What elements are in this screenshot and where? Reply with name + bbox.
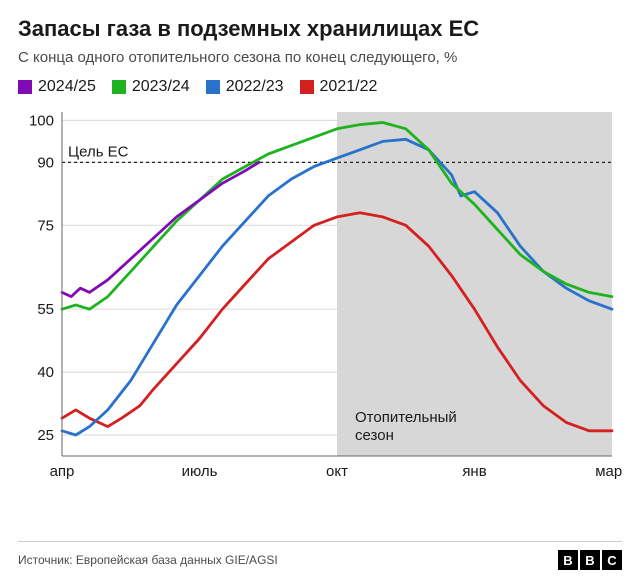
heating-season-band [337, 112, 612, 456]
y-axis-label: 75 [37, 217, 54, 234]
series-line-2024-25 [62, 162, 259, 296]
bbc-logo: BBC [558, 550, 622, 570]
legend-label: 2024/25 [38, 78, 96, 96]
legend-label: 2021/22 [320, 78, 378, 96]
legend-item: 2024/25 [18, 78, 96, 96]
legend-swatch [18, 80, 32, 94]
chart-title: Запасы газа в подземных хранилищах ЕС [18, 16, 622, 42]
legend-label: 2023/24 [132, 78, 190, 96]
x-axis-label: март [595, 463, 622, 480]
y-axis-label: 90 [37, 154, 54, 171]
x-axis-label: янв [462, 463, 486, 480]
y-axis-label: 55 [37, 301, 54, 318]
legend-swatch [206, 80, 220, 94]
legend: 2024/25 2023/24 2022/23 2021/22 [18, 78, 622, 96]
source-text: Источник: Европейская база данных GIE/AG… [18, 553, 278, 567]
bbc-logo-box: C [602, 550, 622, 570]
legend-item: 2023/24 [112, 78, 190, 96]
y-axis-label: 25 [37, 427, 54, 444]
x-axis-label: окт [326, 463, 348, 480]
legend-swatch [112, 80, 126, 94]
legend-swatch [300, 80, 314, 94]
y-axis-label: 100 [29, 112, 54, 129]
legend-label: 2022/23 [226, 78, 284, 96]
x-axis-label: апр [50, 463, 75, 480]
y-axis-label: 40 [37, 364, 54, 381]
target-label: Цель ЕС [68, 143, 129, 160]
legend-item: 2021/22 [300, 78, 378, 96]
chart-subtitle: С конца одного отопительного сезона по к… [18, 48, 622, 68]
footer: Источник: Европейская база данных GIE/AG… [18, 541, 622, 570]
line-chart: 2540557590100Цель ЕСОтопительныйсезонапр… [18, 104, 622, 484]
bbc-logo-box: B [580, 550, 600, 570]
chart-area: 2540557590100Цель ЕСОтопительныйсезонапр… [18, 104, 622, 533]
x-axis-label: июль [182, 463, 218, 480]
legend-item: 2022/23 [206, 78, 284, 96]
bbc-logo-box: B [558, 550, 578, 570]
